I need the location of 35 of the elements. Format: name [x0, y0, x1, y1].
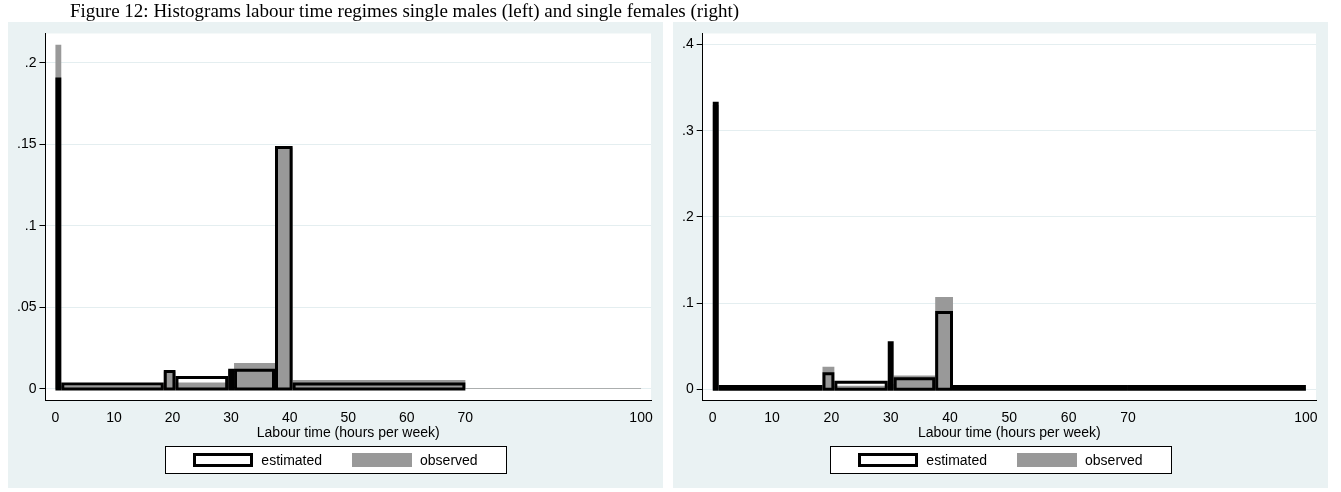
- x-tick-label: 20: [823, 408, 840, 425]
- y-tick-label: .4: [681, 35, 694, 52]
- x-tick-label: 0: [51, 408, 60, 425]
- y-tick-label: .1: [681, 293, 694, 310]
- legend-label: estimated: [926, 452, 988, 468]
- x-tick-label: 40: [281, 408, 298, 425]
- legend-label: observed: [1085, 452, 1143, 468]
- y-tick-label: .05: [16, 298, 37, 315]
- x-tick-label: 50: [1001, 408, 1018, 425]
- y-tick-label: .3: [681, 121, 694, 138]
- x-tick-label: 0: [708, 408, 717, 425]
- x-tick-label: 20: [164, 408, 181, 425]
- y-tick-label: 0: [685, 380, 694, 397]
- x-tick-label: 40: [942, 408, 959, 425]
- chart-title: Figure 12: Histograms labour time regimes single males (left) and single females (right): [69, 0, 741, 22]
- y-tick-label: .1: [24, 216, 37, 233]
- x-tick-label: 30: [223, 408, 240, 425]
- x-tick-label: 60: [1060, 408, 1077, 425]
- x-tick-label: 10: [764, 408, 781, 425]
- x-tick-label: 30: [882, 408, 899, 425]
- y-tick-label: 0: [28, 379, 37, 396]
- x-tick-label: 60: [399, 408, 415, 425]
- x-tick-label: 70: [457, 408, 474, 425]
- y-tick-label: .2: [24, 53, 37, 70]
- x-axis-title: Labour time (hours per week): [917, 424, 1101, 441]
- y-tick-label: .15: [16, 135, 37, 152]
- legend-label: estimated: [261, 452, 323, 468]
- x-axis-title: Labour time (hours per week): [256, 424, 440, 441]
- x-tick-label: 100: [1294, 408, 1318, 425]
- y-tick-label: .2: [681, 207, 694, 224]
- x-tick-label: 70: [1120, 408, 1136, 425]
- x-tick-label: 10: [106, 408, 122, 425]
- legend-label: observed: [420, 452, 478, 468]
- x-tick-label: 100: [629, 408, 653, 425]
- x-tick-label: 50: [340, 408, 357, 425]
